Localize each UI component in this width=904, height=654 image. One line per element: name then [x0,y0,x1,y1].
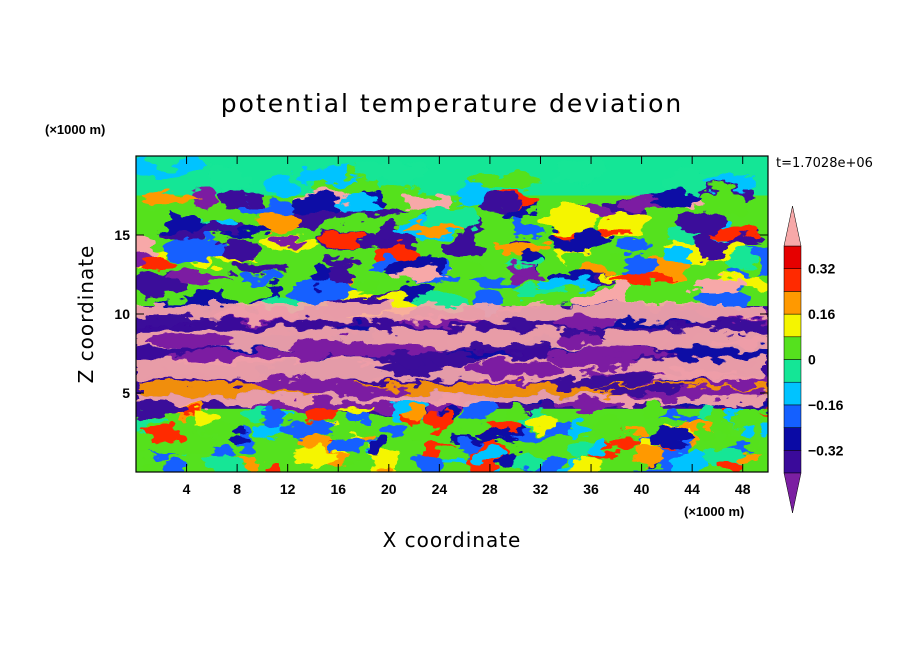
x-tick-label: 16 [330,481,346,497]
x-tick-label: 28 [482,481,498,497]
colorbar-label: −0.32 [808,442,844,458]
y-tick-label: 15 [114,227,130,243]
colorbar-cell [783,313,802,338]
x-tick-label: 20 [381,481,397,497]
y-axis-label: Z coordinate [74,245,98,384]
x-axis-ticks: 4 8 12 16 20 24 28 32 36 40 44 48 [183,156,751,497]
y-tick-label: 10 [114,306,130,322]
colorbar-cell [783,268,802,292]
y-tick-label: 5 [122,385,130,401]
colorbar: −0.32 −0.16 0 0.16 0.32 [783,205,844,514]
x-tick-label: 48 [735,481,751,497]
x-tick-label: 32 [533,481,549,497]
colorbar-cell [783,450,802,474]
y-axis-ticks: 5 10 15 [114,227,768,401]
colorbar-cell [783,336,802,360]
colorbar-cell [783,381,802,406]
colorbar-cell [783,291,802,315]
colorbar-label: −0.16 [808,397,844,413]
colorbar-label: 0.16 [808,306,835,322]
x-axis-unit: (×1000 m) [684,504,744,519]
colorbar-extend-high [783,205,802,247]
chart-title: potential temperature deviation [221,89,683,118]
x-tick-label: 24 [432,481,448,497]
x-axis-label: X coordinate [383,528,522,552]
colorbar-cell [783,359,802,383]
colorbar-label: 0 [808,352,816,368]
colorbar-extend-low [783,472,802,514]
colorbar-cell [783,245,802,269]
y-axis-unit: (×1000 m) [45,122,105,137]
x-tick-label: 40 [634,481,650,497]
x-tick-label: 8 [233,481,241,497]
plot-area [136,156,768,472]
x-tick-label: 36 [583,481,599,497]
colorbar-cell [783,404,802,428]
x-tick-label: 12 [280,481,296,497]
time-label: t=1.7028e+06 [776,156,873,171]
x-tick-label: 4 [183,481,191,497]
colorbar-cell [783,427,802,451]
x-tick-label: 44 [684,481,700,497]
colorbar-label: 0.32 [808,261,835,277]
